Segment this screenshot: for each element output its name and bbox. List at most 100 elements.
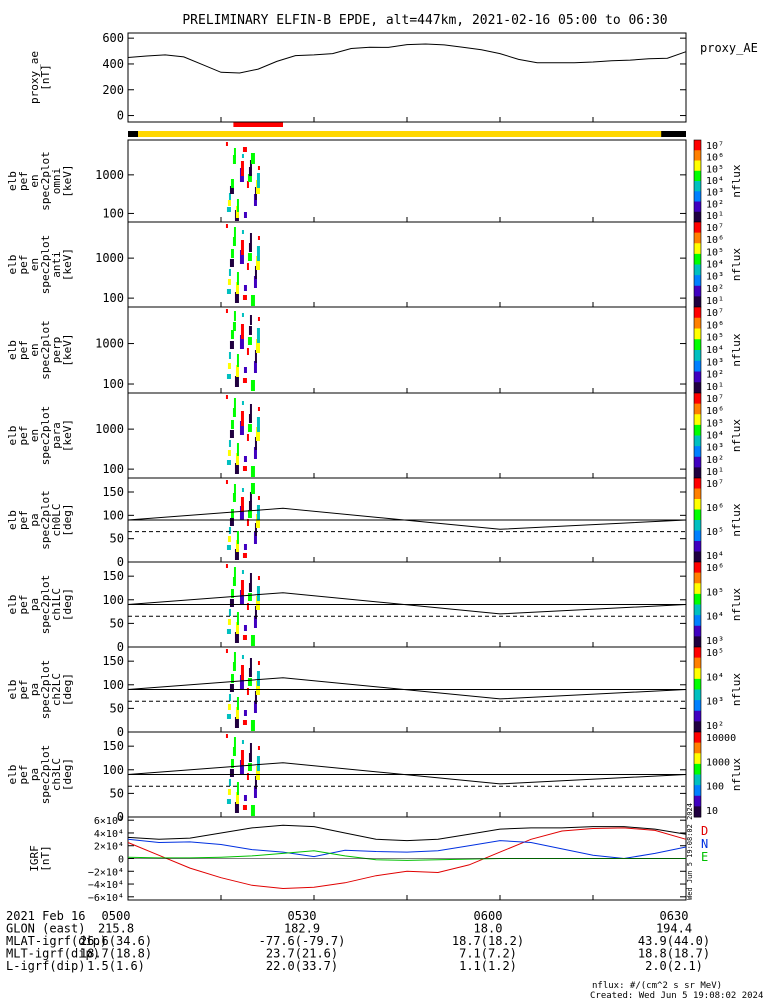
spectrogram-cell	[232, 155, 236, 164]
spectrogram-cell	[229, 186, 234, 194]
colorbar-segment	[694, 296, 701, 308]
colorbar-tick-label: 10⁵	[706, 527, 724, 538]
spectrogram-cell	[228, 779, 231, 786]
spectrogram-cell	[250, 720, 255, 731]
panel-frame	[127, 306, 687, 394]
colorbar-segment	[694, 763, 701, 775]
spectrogram-cell	[232, 577, 236, 586]
spectrogram-data	[225, 395, 260, 477]
spectrogram-cell	[242, 147, 247, 152]
spectrogram-cell	[255, 339, 260, 353]
spectrogram-cell	[254, 776, 257, 789]
nflux-units: nflux: #/(cm^2 s sr MeV)	[592, 981, 722, 991]
spectrogram-cell	[247, 174, 252, 182]
panel-igrf: 6×10⁴ 4×10⁴ 2×10⁴ 0−2×10⁴ −4×10⁴ −6×10⁴ IGRF[n…	[28, 816, 708, 904]
y-axis-label: elb	[6, 680, 19, 700]
spectrogram-cell	[249, 160, 252, 170]
panel-ch0: 150100500elbpefpaspec2plotch0LC[deg]10⁷1…	[6, 477, 743, 569]
spectrogram-cell	[241, 570, 244, 574]
colorbar-segment	[694, 424, 701, 436]
spectrogram-cell	[242, 466, 247, 471]
spectrogram-cell	[250, 380, 255, 391]
spectrogram-cell	[254, 691, 257, 704]
spectrogram-cell	[225, 649, 228, 653]
spectrogram-cell	[227, 619, 231, 625]
spectrogram-cell	[240, 497, 244, 512]
colorbar-tick-label: 10⁴	[706, 672, 724, 683]
orbit-row-value: 0600	[474, 909, 503, 923]
colorbar-segment	[694, 285, 701, 297]
spectrogram-cell	[257, 407, 260, 411]
y-tick-label: 50	[110, 532, 124, 546]
spectrogram-cell	[230, 249, 234, 258]
colorbar-segment	[694, 520, 701, 531]
y-tick-label: −6×10⁴	[88, 893, 124, 904]
y-axis-label: pef	[17, 426, 30, 446]
colorbar-segment	[694, 253, 701, 265]
spectrogram-cell	[247, 510, 252, 518]
legend-n: N	[701, 837, 708, 851]
spectrogram-cell	[230, 674, 234, 683]
spectrogram-cell	[250, 635, 255, 646]
y-axis-label: pa	[28, 683, 41, 696]
colorbar-segment	[694, 150, 701, 161]
colorbar-tick-label: 10³	[706, 272, 724, 283]
spectrogram-cell	[235, 707, 239, 719]
colorbar-segment	[694, 393, 701, 405]
legend-proxy-ae: proxy_AE	[700, 41, 758, 55]
spectrogram-cell	[250, 153, 255, 164]
y-tick-label: 1000	[95, 251, 124, 265]
spectrogram-data	[225, 309, 260, 391]
spectrogram-cell	[227, 279, 231, 285]
colorbar-label: nflux	[730, 248, 743, 281]
spectrogram-cell	[242, 720, 247, 725]
spectrogram-cell	[254, 523, 257, 536]
colorbar: 10⁵ 10⁴ 10³ 10² nflux	[693, 646, 743, 733]
y-tick-label: 50	[110, 616, 124, 630]
spectrogram-cell	[243, 285, 247, 291]
colorbar-tick-label: 10⁶	[706, 235, 724, 246]
spectrogram-cell	[243, 795, 247, 801]
spectrogram-cell	[248, 753, 252, 762]
y-axis-label: ch2LC	[50, 673, 63, 706]
spectrogram-cell	[240, 665, 244, 680]
colorbar-segment	[694, 774, 701, 786]
created-stamp: Created: Wed Jun 5 19:08:02 2024	[590, 991, 763, 1000]
spectrogram-cell	[253, 616, 257, 628]
spectrogram-cell	[257, 661, 260, 665]
colorbar-segment	[694, 647, 701, 659]
spectrogram-cell	[232, 662, 236, 671]
spectrogram-cell	[234, 717, 239, 728]
spectrogram-cell	[239, 421, 244, 435]
spectrogram-cell	[232, 237, 236, 246]
spectrogram-cell	[232, 747, 236, 756]
y-axis-label: [deg]	[61, 758, 74, 791]
colorbar-tick-label: 10	[706, 806, 718, 817]
y-axis-label: ch1LC	[50, 588, 63, 621]
series-proxy-ae	[127, 43, 687, 74]
spectrogram-cell	[256, 173, 260, 188]
colorbar-segment	[694, 593, 701, 605]
panel-frame	[127, 392, 687, 479]
colorbar-tick-label: 10³	[706, 636, 724, 647]
spectrogram-cell	[254, 350, 257, 363]
colorbar-segment	[694, 275, 701, 287]
orbit-row-value: 0530	[288, 909, 317, 923]
spectrogram-cell	[253, 701, 257, 713]
colorbar: 10000 1000 100 10 nflux	[693, 731, 743, 818]
spectrogram-cell	[249, 315, 252, 325]
spectrogram-cell	[236, 531, 239, 544]
y-axis-label: ch3LC	[50, 758, 63, 791]
spectrogram-cell	[255, 256, 260, 270]
side-stamp: Wed Jun 5 19:08:02 2024	[686, 803, 694, 900]
spectrogram-cell	[229, 341, 234, 349]
orbit-row-label: L-igrf(dip)	[6, 959, 85, 973]
y-tick-label: 100	[102, 291, 124, 305]
colorbar-tick-label: 10¹	[706, 296, 724, 307]
colorbar-tick-label: 10⁵	[706, 648, 724, 659]
spectrogram-cell	[229, 518, 234, 526]
y-axis-label: elb	[6, 171, 19, 191]
spectrogram-cell	[249, 573, 252, 583]
spectrogram-cell	[230, 330, 234, 339]
